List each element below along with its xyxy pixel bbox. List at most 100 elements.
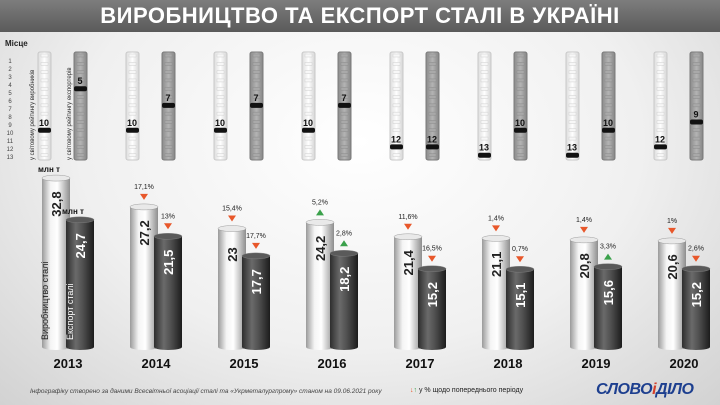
rank-slot — [164, 128, 173, 133]
bar-production-top — [217, 225, 247, 232]
arrow-down-icon — [580, 226, 588, 233]
bar-production-top — [129, 203, 159, 211]
rank-slot — [692, 70, 701, 74]
bar-export-top — [417, 265, 447, 272]
rank-slot — [480, 70, 489, 74]
rank-slot — [392, 70, 401, 74]
rank-slot — [304, 145, 313, 149]
rank-value-production: 10 — [303, 118, 313, 128]
bar-production-base — [42, 344, 70, 350]
rank-slot — [252, 145, 261, 149]
rank-slot — [216, 103, 225, 108]
value-label-production: 24,2 — [313, 236, 328, 261]
rank-marker-export — [250, 102, 263, 108]
year-label: 2015 — [230, 356, 259, 371]
rank-slot — [76, 111, 85, 116]
rank-slot — [340, 86, 349, 91]
rank-slot — [480, 145, 489, 149]
rank-slot — [340, 62, 349, 66]
bar-export-base — [330, 344, 358, 350]
rank-slot — [428, 136, 437, 141]
bar-production-base — [306, 344, 334, 350]
arrow-down-icon — [228, 215, 236, 222]
source-note: Інфографіку створено за даними Всесвітнь… — [30, 388, 382, 395]
rank-marker-production — [38, 127, 51, 133]
rank-slot — [428, 153, 437, 157]
rank-value-production: 10 — [215, 118, 225, 128]
rank-slot — [164, 53, 173, 58]
rank-slot — [252, 136, 261, 141]
rank-slot — [656, 86, 665, 91]
rank-marker-production — [654, 144, 667, 150]
change-export-text: 2,6% — [688, 246, 704, 253]
unit-label-production: млн т — [38, 165, 60, 174]
rank-slot — [40, 95, 49, 99]
rank-slot — [480, 103, 489, 108]
arrow-down-icon: ↓ — [410, 387, 414, 394]
rank-slot — [340, 111, 349, 116]
rank-slot — [340, 53, 349, 58]
rank-slot — [340, 70, 349, 74]
rank-slot — [480, 86, 489, 91]
rank-slot — [252, 86, 261, 91]
rank-slot — [480, 62, 489, 66]
rank-slot — [656, 95, 665, 99]
bar-production-base — [482, 344, 510, 350]
rank-slot — [480, 136, 489, 141]
year-label: 2020 — [670, 356, 699, 371]
rank-slot — [216, 86, 225, 91]
rank-slot — [304, 86, 313, 91]
rank-slot — [76, 53, 85, 58]
rank-marker-production — [478, 152, 491, 158]
arrow-up-icon — [340, 240, 348, 247]
bar-production-top — [41, 174, 71, 182]
rank-slot — [216, 53, 225, 58]
rank-slot — [76, 153, 85, 157]
rank-slot — [516, 95, 525, 99]
arrow-down-icon — [492, 225, 500, 232]
rank-slot — [304, 120, 313, 124]
rank-slot — [252, 95, 261, 99]
bar-export-top — [153, 233, 183, 240]
rank-slot — [128, 86, 137, 91]
rank-slot — [428, 103, 437, 108]
rank-slot — [164, 153, 173, 157]
bar-export-top — [593, 263, 623, 270]
rank-slot — [340, 95, 349, 99]
rank-slot — [40, 53, 49, 58]
rank-slot — [164, 136, 173, 141]
year-label: 2018 — [494, 356, 523, 371]
rank-slot — [216, 78, 225, 83]
rank-slot — [164, 70, 173, 74]
rank-slot — [40, 111, 49, 116]
value-label-export: 15,6 — [601, 280, 616, 305]
bar-production-top — [305, 219, 335, 226]
value-label-export: 17,7 — [249, 269, 264, 294]
rank-value-production: 10 — [39, 118, 49, 128]
arrow-down-icon — [692, 255, 700, 262]
logo-word-1: СЛОВО — [596, 381, 653, 398]
rank-slot — [656, 136, 665, 141]
rank-header: Місце — [5, 39, 28, 48]
rank-slot — [656, 111, 665, 116]
rank-slot — [252, 153, 261, 157]
value-label-export: 15,2 — [425, 282, 440, 307]
rank-slot — [428, 111, 437, 116]
bar-export — [66, 219, 94, 347]
rank-slot — [392, 153, 401, 157]
bar-production-base — [394, 344, 422, 350]
arrow-down-icon — [428, 255, 436, 262]
rank-slot — [76, 95, 85, 99]
rank-slot — [568, 62, 577, 66]
bar-export-base — [418, 344, 446, 350]
rank-slot — [656, 62, 665, 66]
rank-slot — [568, 103, 577, 108]
rank-slot — [252, 128, 261, 133]
rank-slot — [692, 62, 701, 66]
value-label-export: 18,2 — [337, 267, 352, 292]
rank-slot — [76, 103, 85, 108]
rank-slot — [568, 136, 577, 141]
rank-slot — [428, 62, 437, 66]
rank-slot — [216, 136, 225, 141]
